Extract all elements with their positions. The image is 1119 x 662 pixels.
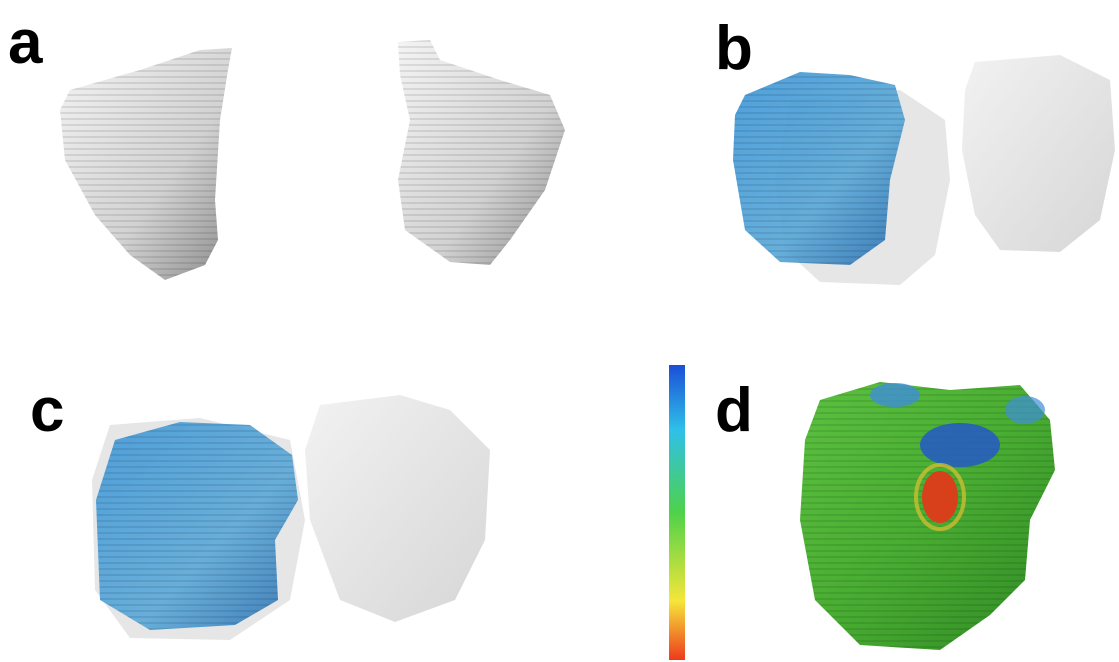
render-d-red-spot xyxy=(922,471,958,523)
render-c-right xyxy=(305,395,490,622)
renders xyxy=(0,0,1119,662)
panel-label: c xyxy=(30,380,64,442)
render-d-blue-patch xyxy=(870,383,920,407)
render-d-blue-patch xyxy=(920,423,1000,467)
panel-label: b xyxy=(715,18,753,80)
render-b-right xyxy=(962,55,1115,252)
render-d-blue-patch xyxy=(1005,396,1045,424)
panel-label: a xyxy=(8,12,42,74)
render-a-left-texture xyxy=(60,48,232,280)
render-a-right-texture xyxy=(398,40,565,265)
render-c-texture xyxy=(96,422,298,630)
figure: a b c d xyxy=(0,0,1119,662)
panel-label: d xyxy=(715,380,753,442)
render-b-texture xyxy=(733,72,905,265)
colorbar xyxy=(669,365,685,660)
